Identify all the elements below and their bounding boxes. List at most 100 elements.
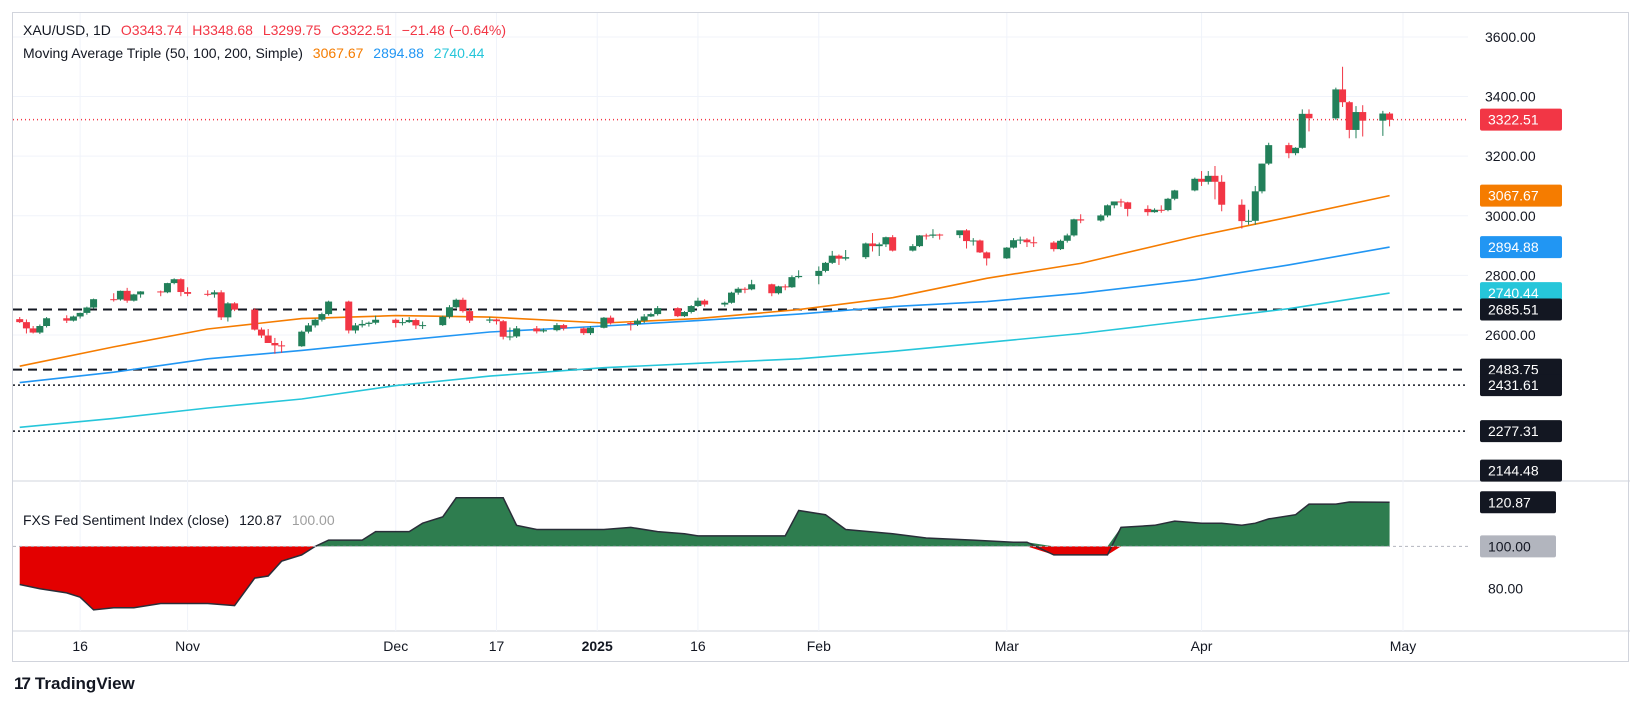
candle-body (627, 323, 635, 325)
candle-body (916, 235, 924, 247)
candle-body (16, 319, 24, 323)
candle-body (318, 314, 326, 320)
axes: 2600.00 2800.00 3000.00 3200.00 3400.00 3600.… (72, 29, 1562, 654)
candle-body (728, 292, 736, 303)
candle-body (788, 277, 796, 288)
candle-body (795, 275, 803, 278)
candle-body (392, 319, 400, 324)
price-tick-label: 3400.00 (1485, 89, 1536, 105)
candle-body (869, 243, 877, 247)
price-label-box (1480, 459, 1562, 482)
candle-body (1097, 215, 1105, 221)
candle-body (419, 325, 427, 327)
candle-body (110, 299, 118, 301)
candle-body (452, 299, 460, 308)
candle-body (231, 303, 239, 310)
candle-body (311, 319, 319, 326)
symbol-label[interactable]: XAU/USD, 1D (23, 22, 111, 38)
candle-body (36, 326, 44, 333)
candle-body (640, 316, 648, 321)
candle-body (492, 319, 500, 322)
candle-body (909, 246, 917, 251)
candle-body (1359, 112, 1367, 121)
tradingview-brand[interactable]: 17 TradingView (14, 674, 135, 694)
candle-body (1258, 163, 1266, 192)
candle-body (123, 290, 131, 301)
candle-body (1352, 112, 1360, 130)
candle-body (1164, 198, 1172, 211)
candle-body (271, 342, 279, 346)
candle-body (43, 318, 51, 327)
ma-title[interactable]: Moving Average Triple (50, 100, 200, Sim… (23, 45, 303, 61)
candle-body (365, 322, 373, 324)
candle-body (533, 328, 541, 332)
candle-body (345, 301, 353, 331)
price-label: 2483.75 (1488, 362, 1539, 378)
candle-body (298, 331, 306, 347)
candle-body (1010, 240, 1018, 248)
candle-body (412, 320, 420, 326)
close-value: C3322.51 (331, 22, 392, 38)
candle-body (351, 325, 359, 331)
sentiment-positive-area (19, 497, 1390, 547)
candle-body (1305, 113, 1313, 119)
ma-line-ma200 (19, 292, 1390, 429)
candle-body (116, 290, 124, 300)
indicator-title[interactable]: FXS Fed Sentiment Index (close) (23, 512, 230, 528)
candle-body (1245, 220, 1253, 222)
candle-body (1110, 201, 1118, 206)
candle-body (1003, 247, 1011, 259)
candle-body (257, 329, 265, 336)
candle-body (936, 234, 944, 236)
candle-body (1030, 242, 1038, 244)
candle-body (781, 286, 789, 288)
candle-body (815, 270, 823, 276)
price-label: 2277.31 (1488, 423, 1539, 439)
candle-body (466, 311, 474, 321)
candle-body (486, 319, 494, 321)
candle-body (1050, 242, 1058, 250)
price-tick-label: 2800.00 (1485, 267, 1536, 283)
candle-body (1104, 205, 1112, 216)
open-value: O3343.74 (120, 22, 183, 38)
candle-body (1292, 147, 1300, 154)
candle-body (1023, 239, 1031, 243)
candle-body (506, 336, 514, 338)
chart-canvas[interactable]: 2600.00 2800.00 3000.00 3200.00 3400.00 3600.… (13, 13, 1630, 663)
ma50-value: 3067.67 (312, 45, 364, 61)
high-value: H3348.68 (192, 22, 253, 38)
candle-body (1332, 89, 1340, 119)
candle-body (445, 307, 453, 317)
candle-body (1124, 202, 1132, 209)
sentiment-area (13, 497, 1468, 611)
candle-body (204, 293, 212, 295)
indicator-label-box (1480, 491, 1556, 514)
candle-body (170, 279, 178, 284)
price-label: 2431.61 (1488, 377, 1539, 393)
candle-body (264, 335, 272, 343)
indicator-legend: FXS Fed Sentiment Index (close) 120.87 1… (23, 512, 341, 528)
price-tick-label: 2600.00 (1485, 327, 1536, 343)
candle-body (553, 325, 561, 331)
chart-frame: 2600.00 2800.00 3000.00 3200.00 3400.00 3600.… (12, 12, 1630, 663)
price-label: 2685.51 (1488, 301, 1539, 317)
indicator-baseline: 100.00 (291, 512, 335, 528)
candle-body (976, 240, 984, 253)
horizontal-levels (13, 118, 1468, 432)
candle-body (1339, 89, 1347, 103)
candle-body (560, 325, 568, 329)
candle-body (513, 328, 521, 337)
candle-body (1171, 190, 1179, 199)
tradingview-logo-icon: 17 (14, 674, 31, 693)
moving-averages (19, 194, 1390, 429)
candle-body (29, 328, 37, 333)
candle-body (862, 243, 870, 258)
candle-body (842, 257, 850, 259)
time-tick-label: Feb (807, 638, 831, 654)
candle-body (224, 303, 232, 318)
candle-body (768, 284, 776, 294)
price-label-box (1480, 184, 1562, 207)
price-tick-label: 3200.00 (1485, 148, 1536, 164)
candle-body (278, 345, 286, 347)
candle-body (741, 288, 749, 290)
